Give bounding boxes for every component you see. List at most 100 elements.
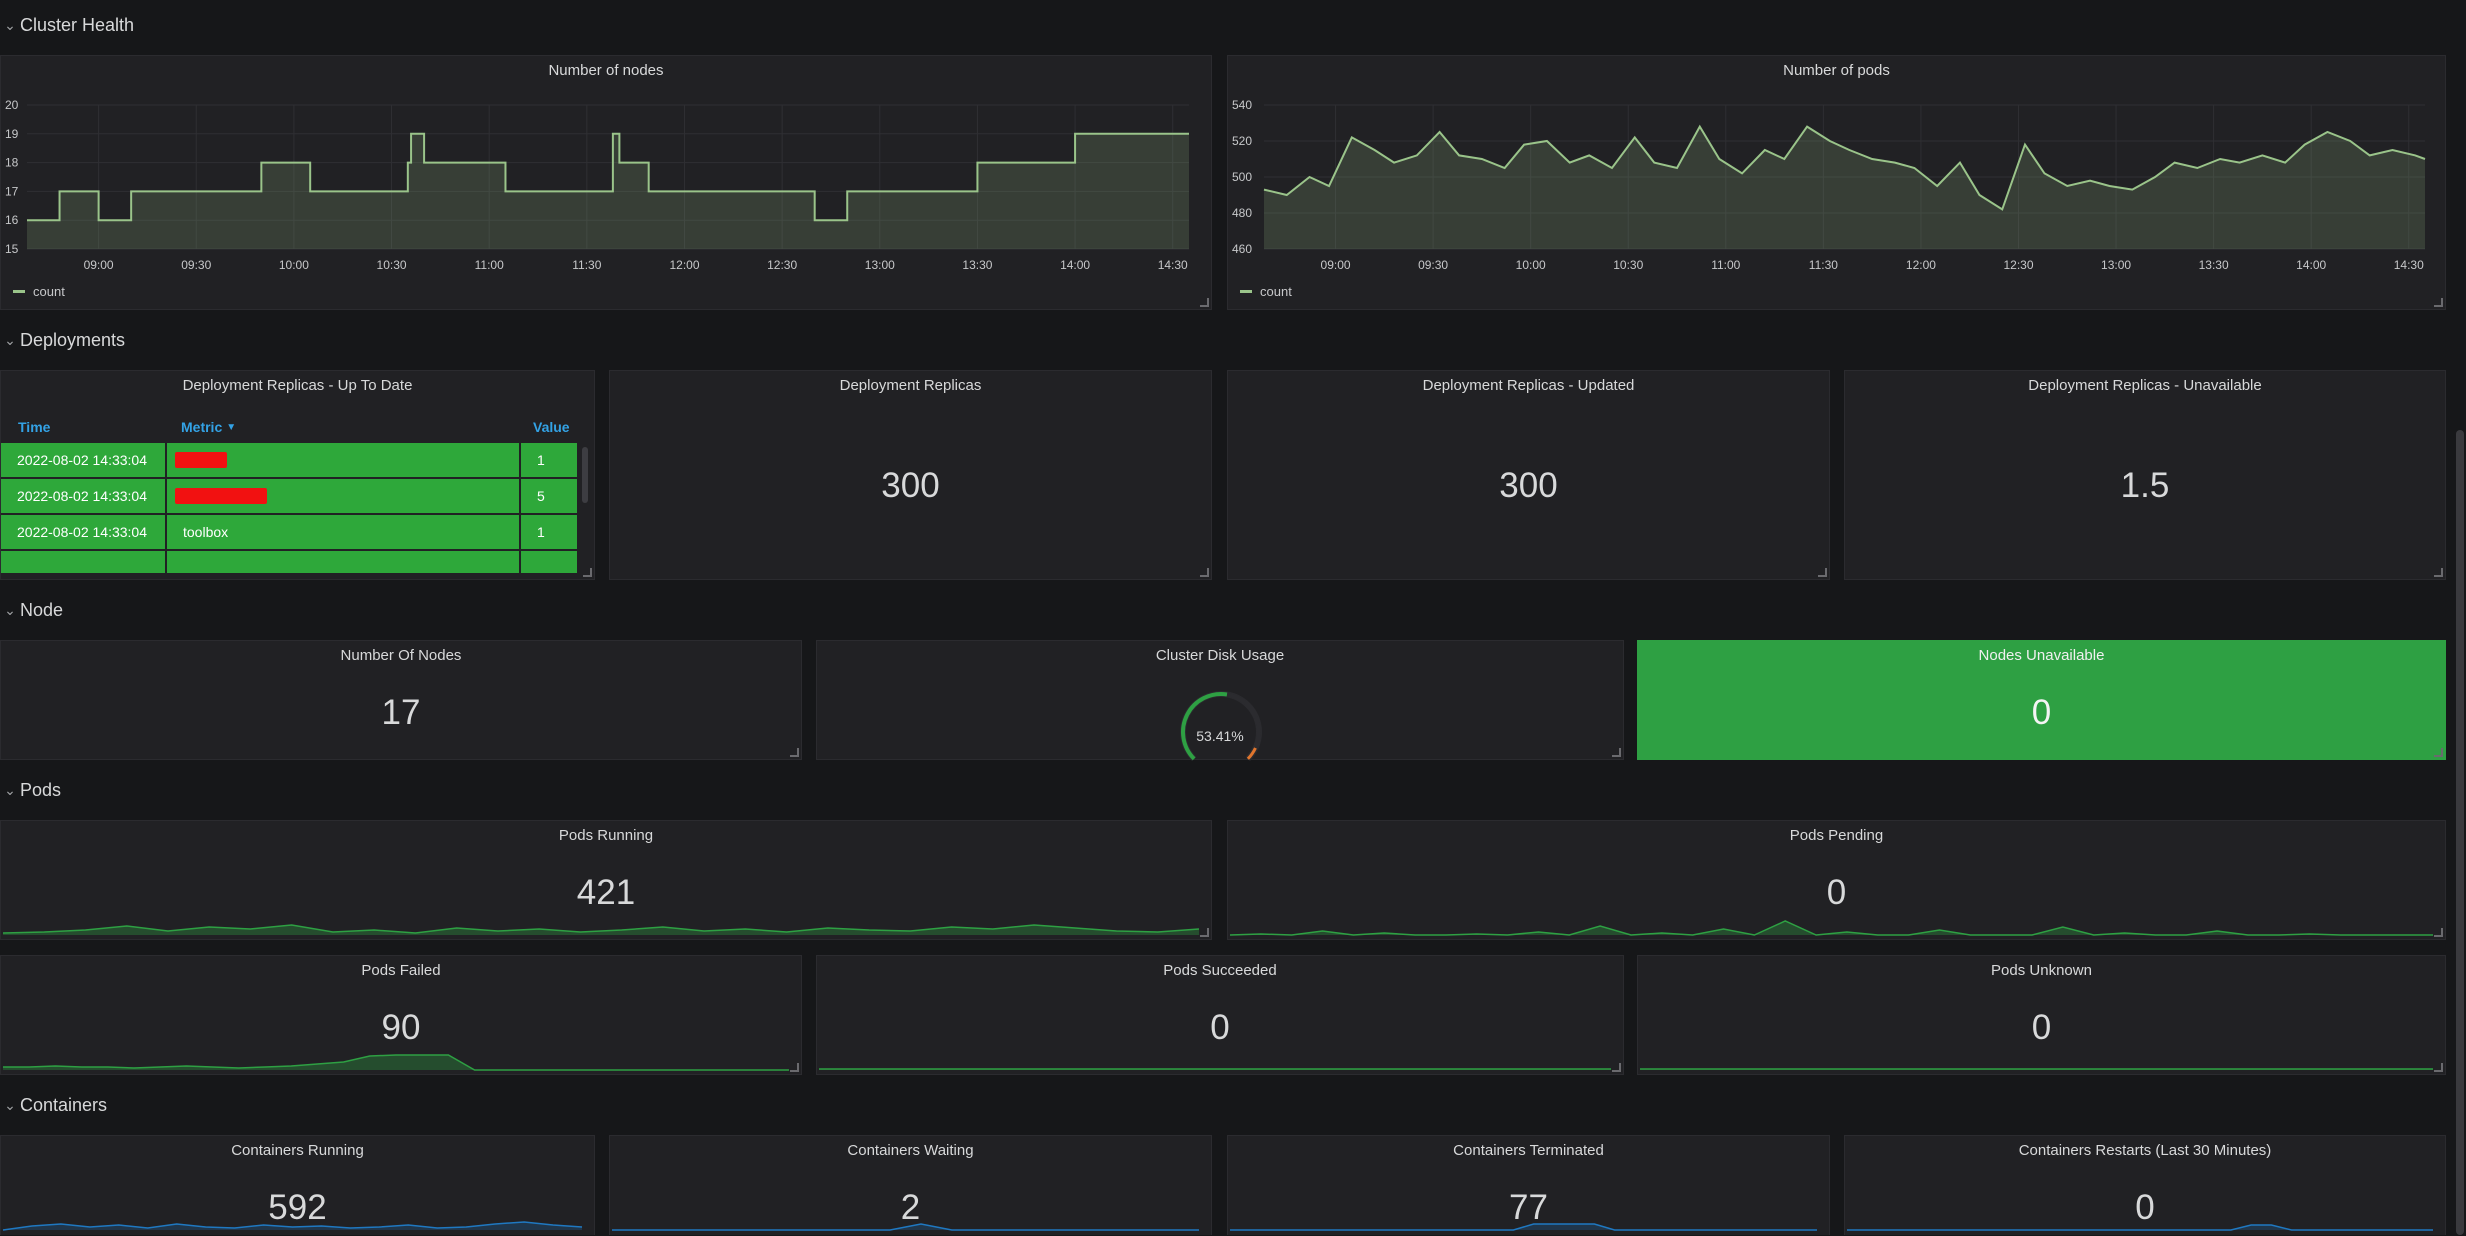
chevron-down-icon: ⌄ [4,331,16,348]
panel-deployment-replicas-up-to-date[interactable]: Deployment Replicas - Up To Date Time Me… [0,370,595,580]
panel-containers-restarts[interactable]: Containers Restarts (Last 30 Minutes) 0 [1844,1135,2446,1235]
replicas-table: Time Metric ▼ Value 2022-08-02 14:33:04 … [1,411,594,573]
resize-handle[interactable] [2434,748,2443,757]
x-tick-label: 10:00 [279,258,309,272]
row-deployments[interactable]: ⌄ Deployments [0,320,125,360]
panel-number-of-nodes-stat[interactable]: Number Of Nodes 17 [0,640,802,760]
cell-metric [167,443,519,477]
x-tick-label: 12:00 [1906,258,1936,272]
x-tick-label: 13:00 [865,258,895,272]
resize-handle[interactable] [1612,1063,1621,1072]
panel-deployment-replicas-unavailable[interactable]: Deployment Replicas - Unavailable 1.5 [1844,370,2446,580]
y-tick-label: 18 [5,156,19,170]
chart-legend[interactable]: count [1240,284,1292,299]
panel-pods-running[interactable]: Pods Running 421 [0,820,1212,940]
panel-title: Pods Unknown [1991,962,2092,979]
table-row-partial[interactable] [1,551,594,573]
stat-value: 300 [1499,466,1558,505]
x-tick-label: 14:00 [1060,258,1090,272]
panel-pods-failed[interactable]: Pods Failed 90 [0,955,802,1075]
sparkline [1847,1224,2433,1231]
resize-handle[interactable] [2434,298,2443,307]
panel-title: Deployment Replicas - Unavailable [2028,377,2262,394]
x-tick-label: 14:00 [2296,258,2326,272]
resize-handle[interactable] [1200,298,1209,307]
panel-containers-running[interactable]: Containers Running 592 [0,1135,595,1235]
x-tick-label: 11:30 [572,258,601,272]
y-tick-label: 20 [5,98,19,112]
legend-swatch [13,290,25,293]
panel-pods-pending[interactable]: Pods Pending 0 [1227,820,2446,940]
y-tick-label: 520 [1232,134,1252,148]
table-row[interactable]: 2022-08-02 14:33:04 5 [1,479,594,513]
resize-handle[interactable] [1818,568,1827,577]
row-pods[interactable]: ⌄ Pods [0,770,61,810]
stat-value: 0 [1210,1008,1230,1047]
stat-value: 0 [2031,1008,2052,1047]
panel-pods-succeeded[interactable]: Pods Succeeded 0 [816,955,1624,1075]
resize-handle[interactable] [1200,928,1209,937]
x-tick-label: 09:30 [1418,258,1448,272]
page-scrollbar[interactable] [2456,430,2464,1235]
stat-value: 2 [900,1188,921,1227]
row-containers[interactable]: ⌄ Containers [0,1085,107,1125]
chart-legend[interactable]: count [13,284,65,299]
sparkline [1640,1068,2433,1070]
nodes-chart[interactable]: 15 16 17 18 19 20 09:00 09:30 10:00 10:30 11:00 11:… [1,56,1213,286]
stat-value: 300 [881,466,940,505]
resize-handle[interactable] [1200,568,1209,577]
panel-number-of-nodes[interactable]: Number of nodes 15 16 17 18 19 20 09:00 09:30 10… [0,55,1212,310]
resize-handle[interactable] [790,1063,799,1072]
table-row[interactable]: 2022-08-02 14:33:04 toolbox 1 [1,515,594,549]
resize-handle[interactable] [2434,1063,2443,1072]
cell-metric: toolbox [167,515,519,549]
panel-containers-terminated[interactable]: Containers Terminated 77 [1227,1135,1830,1235]
panel-deployment-replicas[interactable]: Deployment Replicas 300 [609,370,1212,580]
row-title-text: Containers [20,1094,108,1115]
gauge-threshold-arc [1246,747,1257,760]
row-title-text: Deployments [20,329,126,350]
resize-handle[interactable] [2434,568,2443,577]
column-metric[interactable]: Metric ▼ [165,419,517,435]
y-tick-label: 17 [5,184,19,198]
chevron-down-icon: ⌄ [4,1096,16,1113]
resize-handle[interactable] [790,748,799,757]
cell-value: 1 [521,515,577,549]
resize-handle[interactable] [1612,748,1621,757]
panel-number-of-pods[interactable]: Number of pods 460 480 500 520 540 09:00 09:30… [1227,55,2446,310]
column-time[interactable]: Time [18,419,51,435]
panel-title: Nodes Unavailable [1978,647,2105,664]
resize-handle[interactable] [583,568,592,577]
resize-handle[interactable] [2434,928,2443,937]
panel-title: Containers Terminated [1453,1142,1604,1159]
panel-title: Number Of Nodes [340,647,462,664]
stat-value: 77 [1509,1188,1548,1227]
table-row[interactable]: 2022-08-02 14:33:04 1 [1,443,594,477]
redacted-block [175,488,267,504]
panel-title: Deployment Replicas - Up To Date [182,377,413,394]
chevron-down-icon: ⌄ [4,16,16,33]
pods-chart[interactable]: 460 480 500 520 540 09:00 09:30 10:00 10:30 11:00… [1228,56,2447,286]
stat-value: 0 [2031,693,2052,732]
x-tick-label: 10:00 [1516,258,1546,272]
panel-cluster-disk-usage[interactable]: Cluster Disk Usage 53.41% [816,640,1624,761]
panel-pods-unknown[interactable]: Pods Unknown 0 [1637,955,2446,1075]
table-scrollbar[interactable] [582,447,588,503]
cell-metric [167,551,519,573]
chart-grid [1264,104,2425,250]
series-area-count [1264,126,2425,249]
x-tick-label: 09:00 [84,258,114,272]
stat-value: 421 [576,873,636,912]
row-node[interactable]: ⌄ Node [0,590,63,630]
stat-value: 1.5 [2120,466,2170,505]
row-cluster-health[interactable]: ⌄ Cluster Health [0,5,134,45]
panel-deployment-replicas-updated[interactable]: Deployment Replicas - Updated 300 [1227,370,1830,580]
cell-value: 5 [521,479,577,513]
column-value[interactable]: Value [533,419,570,435]
stat-value: 0 [2135,1188,2155,1227]
panel-nodes-unavailable[interactable]: Nodes Unavailable 0 [1637,640,2446,760]
sparkline [3,1054,789,1071]
panel-containers-waiting[interactable]: Containers Waiting 2 [609,1135,1212,1235]
stat-value: 17 [381,693,421,732]
sparkline-line [612,1223,1199,1231]
